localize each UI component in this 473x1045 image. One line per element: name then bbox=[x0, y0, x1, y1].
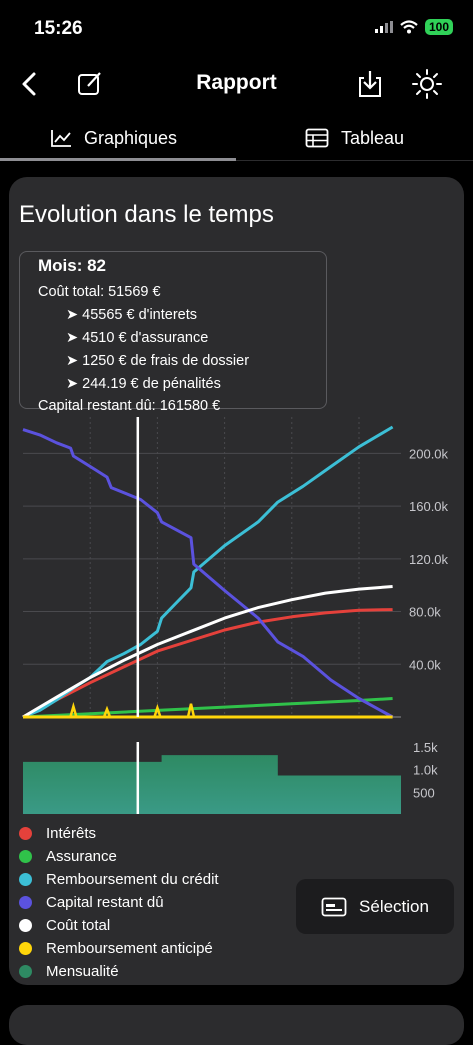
legend-item[interactable]: Remboursement anticipé bbox=[19, 937, 219, 960]
edit-button[interactable] bbox=[72, 66, 108, 102]
y-tick-label: 120.0k bbox=[409, 552, 449, 567]
legend-label: Remboursement anticipé bbox=[46, 940, 213, 957]
legend-color-dot bbox=[19, 827, 32, 840]
tooltip-total: Coût total: 51569 € bbox=[38, 284, 161, 300]
tab-divider bbox=[0, 160, 473, 161]
series-line bbox=[22, 428, 394, 719]
tab-tableau[interactable]: Tableau bbox=[305, 118, 404, 158]
sun-icon bbox=[412, 69, 442, 99]
y-tick-label: 80.0k bbox=[409, 605, 441, 620]
anticipe-spike bbox=[153, 703, 162, 718]
card-select-icon bbox=[321, 897, 347, 916]
status-bar: 15:26 100 bbox=[0, 0, 473, 56]
wifi-icon bbox=[400, 20, 418, 34]
mensualite-chart[interactable]: 500 1.0k 1.5k bbox=[9, 742, 464, 820]
legend-item[interactable]: Capital restant dû bbox=[19, 891, 219, 914]
tooltip-assurance: ➤ 4510 € d'assurance bbox=[66, 330, 209, 346]
legend-item[interactable]: Assurance bbox=[19, 845, 219, 868]
anticipe-spike bbox=[102, 705, 112, 718]
tooltip-month: Mois: 82 bbox=[38, 256, 107, 275]
status-time: 15:26 bbox=[34, 18, 83, 39]
tab-selection-indicator bbox=[0, 158, 236, 161]
mensualite-area bbox=[23, 755, 401, 814]
theme-button[interactable] bbox=[409, 66, 445, 102]
navigation-bar: Rapport bbox=[0, 58, 473, 110]
chevron-left-icon bbox=[22, 72, 36, 96]
series-line bbox=[22, 585, 393, 719]
y-tick-label: 500 bbox=[413, 785, 435, 800]
legend-color-dot bbox=[19, 896, 32, 909]
anticipe-spike bbox=[186, 703, 196, 718]
table-icon bbox=[305, 128, 329, 148]
tab-graphiques-label: Graphiques bbox=[84, 127, 178, 148]
battery-indicator: 100 bbox=[424, 19, 453, 35]
line-chart-icon bbox=[51, 130, 71, 147]
legend-item[interactable]: Remboursement du crédit bbox=[19, 868, 219, 891]
tooltip-capital: Capital restant dû: 161580 € bbox=[38, 398, 221, 414]
tooltip-penalites: ➤ 244.19 € de pénalités bbox=[66, 376, 221, 392]
legend-label: Assurance bbox=[46, 848, 117, 865]
y-tick-label: 1.0k bbox=[413, 763, 438, 778]
chart-legend: Intérêts Assurance Remboursement du créd… bbox=[19, 822, 219, 983]
status-icons: 100 bbox=[374, 19, 453, 35]
y-tick-label: 1.5k bbox=[413, 742, 438, 755]
legend-color-dot bbox=[19, 873, 32, 886]
legend-color-dot bbox=[19, 942, 32, 955]
legend-label: Coût total bbox=[46, 917, 111, 934]
anticipe-spike bbox=[69, 701, 78, 718]
legend-item[interactable]: Intérêts bbox=[19, 822, 219, 845]
download-button[interactable] bbox=[352, 66, 388, 102]
legend-color-dot bbox=[19, 965, 32, 978]
legend-item[interactable]: Coût total bbox=[19, 914, 219, 937]
back-button[interactable] bbox=[12, 66, 48, 102]
selection-button-label: Sélection bbox=[359, 896, 429, 916]
tooltip-interets: ➤ 45565 € d'interets bbox=[66, 307, 198, 323]
selection-button[interactable]: Sélection bbox=[296, 879, 454, 934]
chart-tooltip: Mois: 82 Coût total: 51569 € ➤ 45565 € d… bbox=[19, 251, 327, 414]
series-line bbox=[22, 608, 393, 719]
tab-graphiques[interactable]: Graphiques bbox=[50, 118, 177, 158]
card-title: Evolution dans le temps bbox=[19, 201, 274, 228]
legend-label: Mensualité bbox=[46, 963, 119, 980]
y-tick-label: 160.0k bbox=[409, 499, 449, 514]
legend-color-dot bbox=[19, 850, 32, 863]
tooltip-frais: ➤ 1250 € de frais de dossier bbox=[66, 353, 250, 369]
next-card bbox=[9, 1005, 464, 1045]
legend-color-dot bbox=[19, 919, 32, 932]
y-tick-label: 40.0k bbox=[409, 657, 441, 672]
legend-label: Capital restant dû bbox=[46, 894, 164, 911]
report-card: Evolution dans le temps 40.0k 80.0k 120.0k… bbox=[9, 177, 464, 985]
legend-item[interactable]: Mensualité bbox=[19, 960, 219, 983]
signal-icon bbox=[374, 21, 393, 33]
series-line bbox=[22, 697, 393, 719]
legend-label: Remboursement du crédit bbox=[46, 871, 219, 888]
y-tick-label: 200.0k bbox=[409, 446, 449, 461]
series-line bbox=[22, 425, 394, 719]
legend-label: Intérêts bbox=[46, 825, 97, 842]
tab-tableau-label: Tableau bbox=[341, 127, 405, 148]
tab-bar: Graphiques Tableau bbox=[0, 118, 473, 164]
page-title: Rapport bbox=[196, 71, 277, 94]
edit-icon bbox=[78, 72, 101, 95]
download-icon bbox=[359, 71, 381, 97]
